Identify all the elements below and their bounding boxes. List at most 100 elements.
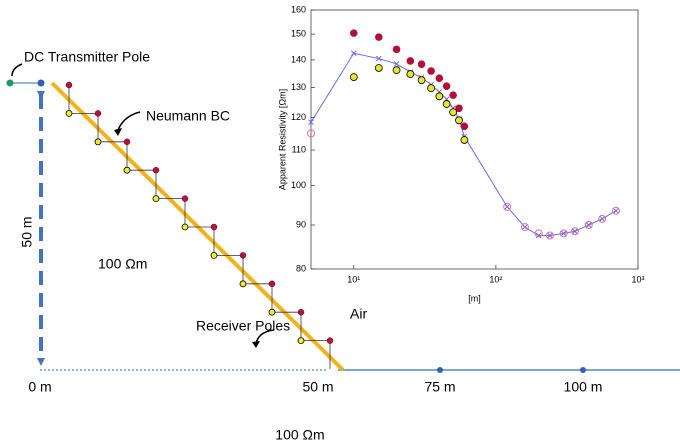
receiver-label: Receiver Poles: [196, 318, 290, 334]
point-marker: [611, 206, 620, 215]
point-marker: [308, 119, 314, 126]
boundary-line: [50, 81, 345, 372]
point-marker: [584, 220, 593, 229]
point-marker: [350, 50, 357, 57]
point-marker: [392, 45, 401, 54]
receiver-pole: [297, 309, 305, 316]
receiver-node: [152, 195, 160, 203]
point-marker: [535, 232, 542, 239]
receiver-pole: [94, 110, 102, 117]
y-tick-label: 100: [291, 180, 306, 190]
point-marker: [349, 29, 358, 37]
point-marker: [585, 222, 592, 228]
callout-head: [252, 341, 260, 348]
point-marker: [435, 74, 444, 83]
point-marker: [449, 108, 458, 117]
point-marker: [417, 60, 426, 68]
point-marker: [455, 116, 463, 125]
point-marker: [375, 33, 383, 41]
receiver-node: [123, 166, 131, 174]
x-tick-label: 10²: [489, 274, 502, 284]
receiver-pole: [326, 337, 334, 344]
point-marker: [534, 229, 543, 238]
distance-label: 0 m: [28, 379, 51, 395]
receiver-stairs: [65, 81, 334, 369]
receiver-pole: [152, 166, 160, 174]
distance-label: 100 m: [564, 379, 603, 395]
receiver-pole: [268, 280, 276, 287]
y-tick-label: 150: [291, 28, 306, 38]
y-tick-label: 140: [291, 54, 306, 64]
receiver-pole: [181, 195, 189, 202]
x-axis-label: [m]: [468, 293, 481, 303]
point-marker: [406, 57, 415, 65]
point-marker: [559, 229, 568, 238]
point-marker: [547, 232, 553, 239]
inset-chart: 80 90 100 110 120 130 140 150 160 10¹ 10² 10³ [m] App…: [277, 4, 644, 303]
point-marker: [572, 228, 578, 235]
point-marker: [307, 129, 315, 138]
point-marker: [406, 70, 415, 78]
receiver-node: [94, 138, 102, 146]
callout-arrow: [117, 111, 141, 131]
receiver-pole: [65, 81, 73, 89]
y-tick-label: 130: [291, 82, 306, 92]
transmitter-pole: [37, 79, 45, 87]
point-marker: [435, 92, 444, 101]
point-marker: [393, 61, 400, 67]
point-marker: [427, 84, 435, 93]
resistivity-label: 100 Ωm: [98, 256, 147, 272]
x-tick-label: 10¹: [347, 274, 360, 284]
depth-label: 50 m: [19, 216, 35, 247]
transmitter-label: DC Transmitter Pole: [24, 49, 150, 65]
point-marker: [375, 55, 382, 62]
receiver-pole: [210, 223, 218, 231]
point-marker: [427, 67, 435, 75]
y-tick-label: 110: [292, 144, 306, 154]
receiver-pole: [123, 138, 131, 146]
receiver-node: [297, 337, 305, 345]
point-marker: [449, 91, 457, 99]
boundary-label: Neumann BC: [146, 108, 230, 124]
receiver-pole: [239, 252, 247, 259]
receiver-node: [268, 308, 276, 316]
point-marker: [613, 207, 619, 214]
point-marker: [522, 224, 528, 230]
distance-label: 75 m: [424, 379, 455, 395]
y-tick-label: 160: [291, 4, 306, 14]
point-marker: [598, 214, 607, 223]
plot-frame: [310, 9, 639, 270]
receiver-node: [239, 280, 247, 288]
distance-label: 50 m: [302, 379, 333, 395]
receiver-node: [181, 223, 189, 231]
point-marker: [503, 202, 512, 211]
point-marker: [442, 82, 451, 90]
point-marker: [570, 227, 579, 236]
point-marker: [545, 231, 554, 240]
point-marker: [455, 104, 463, 113]
y-axis-label: Apparent Resistivity [Ωm]: [277, 89, 287, 190]
point-marker: [560, 230, 567, 237]
callout-head: [114, 128, 122, 136]
receiver-node: [210, 251, 218, 259]
y-tick-label: 120: [291, 112, 306, 122]
y-tick-label: 90: [296, 219, 306, 229]
point-marker: [442, 100, 451, 108]
x-tick-label: 10³: [631, 274, 644, 284]
transmitter-dot: [6, 79, 14, 87]
surface-dot: [580, 367, 586, 373]
point-marker: [504, 203, 510, 210]
model-diagram: DC Transmitter Pole Neumann BC 50 m 100 …: [6, 49, 680, 443]
receiver-node: [65, 110, 73, 117]
point-marker: [374, 64, 383, 72]
resistivity-label: 100 Ωm: [275, 427, 324, 443]
callout-arrow: [11, 63, 23, 77]
y-tick-label: 80: [296, 263, 306, 273]
air-label: Air: [350, 306, 367, 322]
point-marker: [520, 223, 529, 232]
surface-dot: [437, 367, 443, 373]
point-marker: [392, 66, 401, 75]
point-marker: [460, 122, 469, 131]
point-marker: [460, 136, 469, 144]
